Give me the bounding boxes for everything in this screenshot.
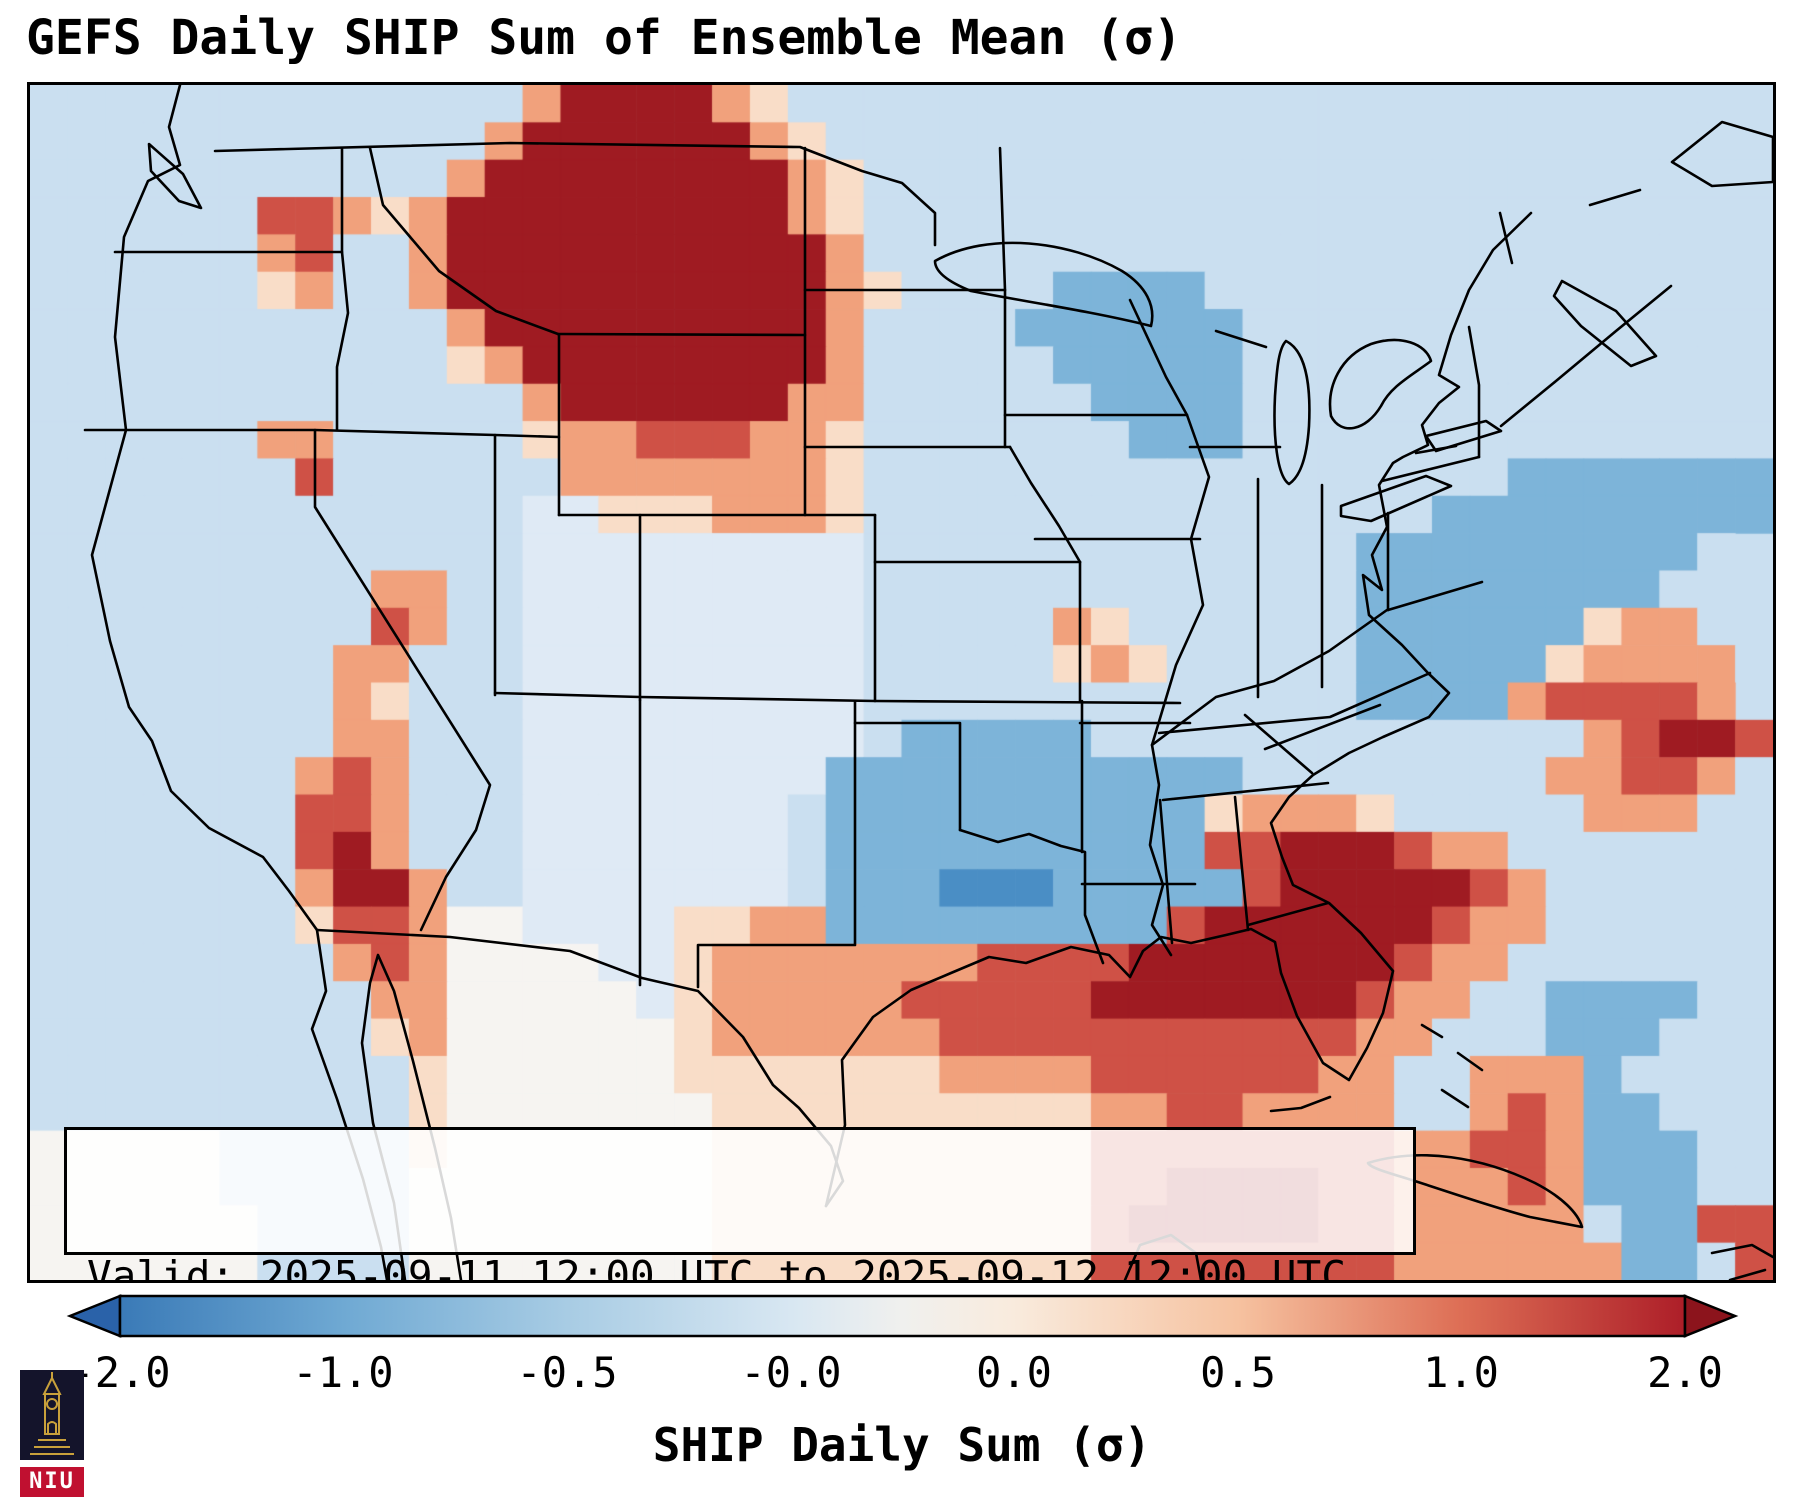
hispaniola-outline: [1710, 1243, 1773, 1280]
state-border: [1157, 671, 1432, 735]
campanile-icon: [20, 1370, 84, 1460]
colorbar-axis-label: SHIP Daily Sum (σ): [652, 1418, 1152, 1472]
colorbar-tick: 1.0: [1423, 1348, 1499, 1397]
colorbar-tick: -2.0: [69, 1348, 171, 1397]
colorbar-tick: 0.0: [976, 1348, 1052, 1397]
valid-line: Valid: 2025-09-11 12:00 UTC to 2025-09-1…: [87, 1252, 1346, 1283]
state-border: [1467, 325, 1481, 459]
map-panel: Valid: 2025-09-11 12:00 UTC to 2025-09-1…: [27, 82, 1776, 1283]
state-border: [853, 721, 962, 832]
florida-keys-line: [1269, 1095, 1332, 1113]
state-border: [1386, 580, 1484, 612]
anticosti-outline: [1588, 188, 1642, 207]
state-border: [1214, 329, 1268, 349]
state-border: [368, 146, 560, 336]
state-border: [83, 428, 561, 439]
mississippi-river-line: [1128, 298, 1211, 957]
st-lawrence-line: [1499, 284, 1673, 428]
state-border: [1498, 211, 1514, 265]
lake-huron-outline: [1328, 338, 1433, 430]
colorbar-tick: 2.0: [1647, 1348, 1723, 1397]
state-border: [556, 332, 807, 337]
state-border: [696, 699, 857, 989]
niu-logo-text: NIU: [20, 1467, 84, 1497]
state-border: [998, 146, 1007, 449]
ohio-river-line: [1150, 608, 1389, 747]
gulf-atlantic-coast-line: [824, 211, 1533, 1208]
lake-erie-outline: [1339, 474, 1453, 523]
state-border: [1380, 455, 1481, 483]
colorbar-tick: 0.5: [1200, 1348, 1276, 1397]
valid-run-box: Valid: 2025-09-11 12:00 UTC to 2025-09-1…: [64, 1127, 1416, 1280]
colorbar-over-arrow: [1683, 1294, 1739, 1338]
colorbar-bar: [118, 1294, 1687, 1338]
pacific-coast-line: [90, 85, 319, 932]
vancouver-island-outline: [147, 142, 203, 210]
colorbar-tick: -0.0: [740, 1348, 842, 1397]
chart-title: GEFS Daily SHIP Sum of Ensemble Mean (σ): [26, 10, 1182, 66]
lake-ontario-outline: [1424, 419, 1503, 453]
lake-superior-outline: [933, 241, 1154, 328]
state-border: [493, 691, 1182, 705]
heatmap-canvas: [30, 85, 1773, 1280]
state-border: [958, 828, 1105, 965]
state-border: [1263, 703, 1382, 751]
colorbar-tick: -0.5: [516, 1348, 618, 1397]
state-border: [1246, 901, 1330, 927]
long-island-outline: [1414, 444, 1458, 455]
state-border: [1158, 798, 1174, 945]
bahamas-lines: [1420, 1023, 1484, 1109]
lake-michigan-outline: [1273, 339, 1311, 486]
state-border: [1233, 795, 1250, 932]
state-border: [313, 428, 492, 932]
canada-border-line: [213, 141, 937, 247]
colorbar-under-arrow: [66, 1294, 122, 1338]
map-outlines: [83, 85, 1773, 1280]
state-border: [335, 146, 350, 432]
colorbar-tick: -1.0: [292, 1348, 394, 1397]
state-border: [1161, 781, 1330, 802]
state-border: [1008, 445, 1082, 564]
newfoundland-outline: [1670, 120, 1773, 188]
colorbar: [66, 1294, 1739, 1338]
nova-scotia-outline: [1552, 279, 1658, 368]
niu-logo: NIU: [20, 1370, 84, 1497]
